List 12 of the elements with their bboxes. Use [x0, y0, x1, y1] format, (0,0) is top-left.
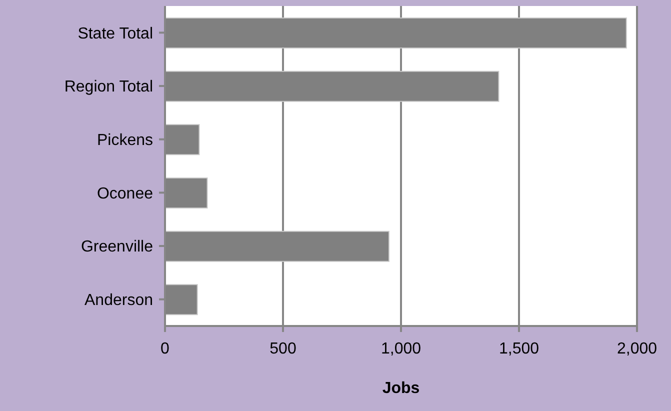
x-tick-label: 0: [160, 340, 170, 358]
x-tick-label: 1,000: [380, 340, 422, 358]
x-tick-label: 1,500: [498, 340, 540, 358]
y-tick-label: Oconee: [96, 185, 154, 202]
y-tick-label: Pickens: [96, 132, 153, 150]
y-tick-label: State Total: [78, 25, 153, 42]
x-tick-label: 2,000: [616, 340, 658, 358]
y-tick-label: Greenville: [80, 238, 154, 256]
x-axis-title: Jobs: [382, 380, 420, 397]
y-tick-label: Anderson: [84, 292, 153, 310]
y-tick-label: Region Total: [64, 78, 153, 96]
x-tick-label: 500: [270, 340, 296, 358]
